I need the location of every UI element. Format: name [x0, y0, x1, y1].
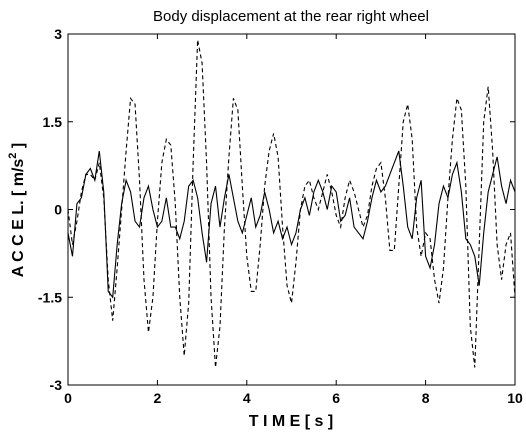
data-line	[67, 39, 516, 368]
x-tick-label: 10	[507, 390, 523, 406]
y-axis-label: A C C E L. [ m/s2 ]	[7, 143, 27, 277]
x-tick-label: 6	[332, 390, 340, 406]
y-axis-label-main: A C C E L. [ m/s	[10, 159, 27, 278]
y-tick-label: 0	[54, 202, 62, 218]
chart-title: Body displacement at the rear right whee…	[153, 8, 429, 25]
x-tick-label: 2	[154, 390, 162, 406]
y-tick-label: -3	[50, 377, 63, 393]
y-tick-label: 1.5	[43, 114, 63, 130]
data-line	[67, 150, 516, 299]
y-axis-label-sup: 2	[7, 153, 19, 159]
y-axis-label-end: ]	[10, 143, 27, 153]
y-tick-label: -1.5	[38, 289, 62, 305]
x-tick-label: 8	[422, 390, 430, 406]
x-tick-label: 0	[64, 390, 72, 406]
y-tick-label: 3	[54, 26, 62, 42]
x-tick-label: 4	[243, 390, 251, 406]
x-axis-label: T I M E [ s ]	[249, 413, 333, 430]
plot-frame	[67, 33, 516, 386]
